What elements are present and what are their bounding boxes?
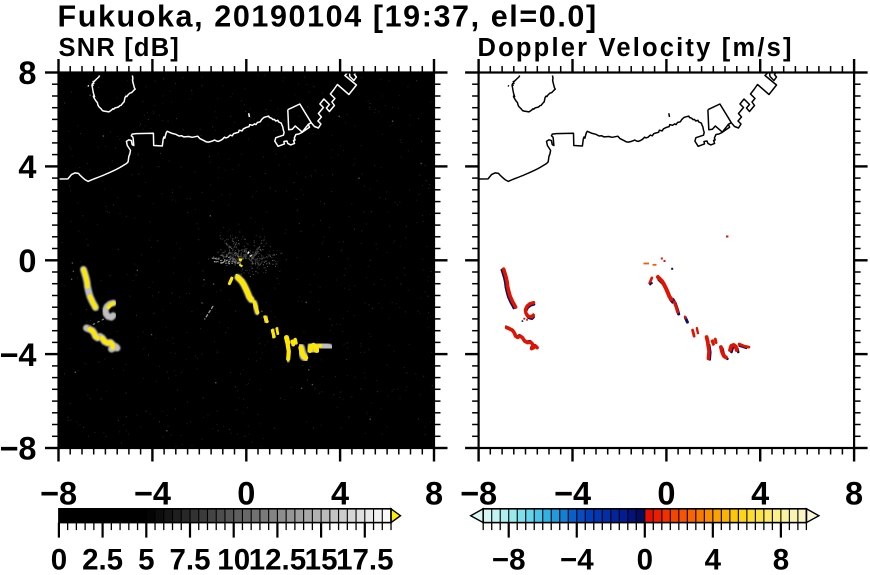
svg-text:−8: −8	[0, 431, 37, 467]
svg-text:−8: −8	[460, 476, 497, 512]
svg-text:8: 8	[425, 476, 443, 512]
svg-text:4: 4	[705, 543, 722, 570]
svg-text:15: 15	[305, 543, 338, 570]
svg-text:0: 0	[18, 243, 36, 279]
svg-text:Fukuoka, 20190104 [19:37, el=0: Fukuoka, 20190104 [19:37, el=0.0]	[58, 0, 598, 33]
svg-text:−4: −4	[134, 476, 171, 512]
svg-text:0: 0	[51, 543, 67, 570]
svg-text:−8: −8	[492, 543, 526, 570]
svg-text:Doppler Velocity [m/s]: Doppler Velocity [m/s]	[478, 34, 794, 62]
svg-text:0: 0	[237, 476, 255, 512]
svg-text:−4: −4	[560, 543, 594, 570]
svg-text:17.5: 17.5	[336, 543, 393, 570]
svg-text:4: 4	[331, 476, 349, 512]
svg-text:8: 8	[845, 476, 863, 512]
svg-text:4: 4	[18, 149, 36, 185]
svg-text:2.5: 2.5	[82, 543, 123, 570]
svg-text:−8: −8	[40, 476, 77, 512]
svg-text:−4: −4	[0, 337, 37, 373]
svg-text:0: 0	[637, 543, 653, 570]
svg-text:5: 5	[138, 543, 154, 570]
svg-text:0: 0	[657, 476, 675, 512]
svg-text:10: 10	[217, 543, 250, 570]
svg-text:8: 8	[773, 543, 789, 570]
svg-text:12.5: 12.5	[249, 543, 306, 570]
svg-text:−4: −4	[554, 476, 591, 512]
svg-text:7.5: 7.5	[169, 543, 210, 570]
svg-text:8: 8	[18, 55, 36, 91]
svg-text:4: 4	[751, 476, 769, 512]
svg-text:SNR [dB]: SNR [dB]	[59, 34, 181, 62]
